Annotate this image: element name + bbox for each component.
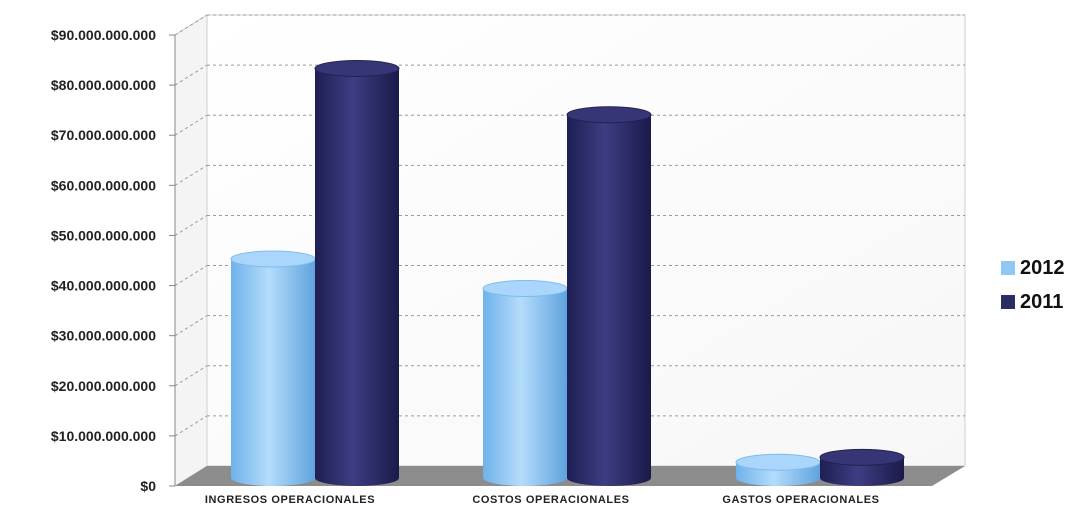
y-tick-label: $0 — [140, 478, 156, 494]
legend-swatch — [1001, 261, 1015, 275]
gridline-side — [174, 365, 208, 387]
x-category-label: GASTOS OPERACIONALES — [722, 494, 879, 506]
gridline-side — [174, 265, 208, 286]
gridline-side — [174, 164, 208, 186]
bar — [819, 448, 905, 486]
bar-top — [230, 250, 316, 268]
y-tick-label: $10.000.000.000 — [51, 428, 156, 444]
x-category-label: COSTOS OPERACIONALES — [472, 494, 629, 506]
gridline-side — [174, 14, 208, 36]
bar-top — [735, 453, 821, 471]
legend: 2012 2011 — [1001, 257, 1065, 313]
y-tick-label: $80.000.000.000 — [51, 77, 156, 93]
bar-top — [482, 279, 568, 297]
y-tick-label: $60.000.000.000 — [51, 177, 156, 193]
bar — [735, 453, 821, 486]
gridline-side — [174, 114, 208, 136]
bar-body — [315, 68, 399, 487]
bar-top — [314, 59, 400, 77]
y-axis-ticks: $0 $10.000.000.000 $20.000.000.000 $30.000.… — [51, 27, 176, 494]
bar — [566, 106, 652, 487]
legend-swatch — [1001, 295, 1015, 309]
y-tick-label: $20.000.000.000 — [51, 378, 156, 394]
gridline-side — [174, 315, 208, 337]
x-category-label: INGRESOS OPERACIONALES — [205, 494, 375, 506]
bar — [314, 59, 400, 487]
bar — [482, 279, 568, 486]
y-tick-label: $70.000.000.000 — [51, 127, 156, 143]
bars — [230, 59, 905, 487]
legend-label: 2011 — [1020, 291, 1063, 313]
bar-top — [819, 448, 905, 466]
y-tick-label: $90.000.000.000 — [51, 27, 156, 43]
gridline-side — [174, 64, 208, 86]
gridline-side — [174, 215, 208, 236]
bar-top — [566, 106, 652, 124]
y-tick-label: $40.000.000.000 — [51, 278, 156, 294]
side-wall — [174, 14, 208, 487]
y-tick-label: $50.000.000.000 — [51, 227, 156, 243]
bar-body — [567, 114, 651, 487]
x-axis-labels: INGRESOS OPERACIONALES COSTOS OPERACIONAL… — [205, 494, 879, 506]
y-tick-label: $30.000.000.000 — [51, 328, 156, 344]
bar — [230, 250, 316, 486]
bar-body — [483, 288, 567, 486]
gridline-side — [174, 415, 208, 437]
legend-label: 2012 — [1020, 257, 1065, 279]
bar-body — [231, 258, 315, 486]
